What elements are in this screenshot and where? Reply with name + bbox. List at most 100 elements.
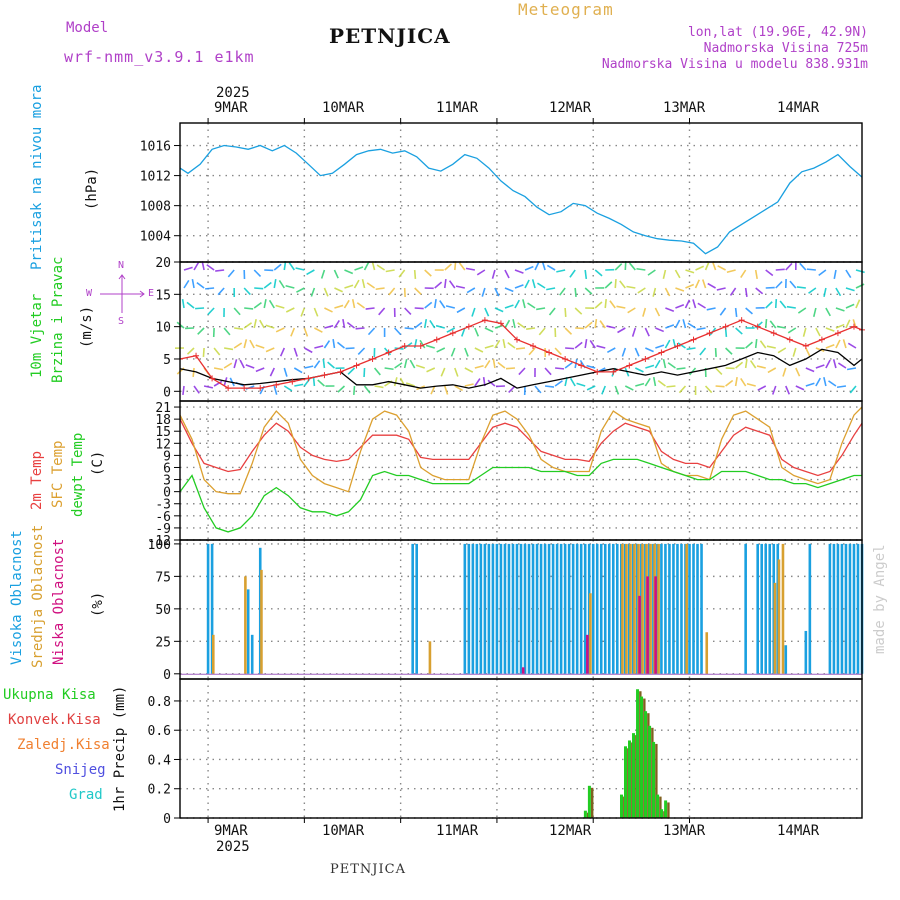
wind-arrow: [243, 339, 248, 349]
wind-arrow: [484, 344, 494, 349]
cloud_cover-bar: [660, 543, 663, 674]
wind-arrow: [676, 367, 686, 370]
wind-arrow: [541, 261, 546, 271]
temperature-series-line: [179, 458, 862, 533]
cloud_cover-bar: [856, 543, 860, 674]
cloud_cover-bar: [511, 543, 515, 674]
pressure-y-tick-label: 1012: [140, 170, 171, 185]
wind-arrow: [522, 299, 526, 309]
cloud_cover-bar: [559, 543, 563, 674]
wind-arrow: [343, 299, 350, 309]
wind-arrow: [346, 321, 355, 329]
wind-y-tick-label: 20: [155, 256, 171, 271]
cloud_cover-bar: [487, 543, 491, 674]
cloud_cover-bar: [696, 543, 699, 674]
wind-arrow: [353, 385, 356, 396]
wind-arrow: [599, 320, 606, 329]
wind-arrow: [675, 287, 685, 292]
cloud_cover-bar: [260, 569, 263, 674]
wind-arrow: [715, 385, 725, 388]
wind-arrow: [686, 347, 696, 351]
wind-arrow: [526, 327, 536, 330]
wind-arrow: [278, 280, 285, 289]
bottom-day-11mar: 11MAR: [436, 823, 479, 839]
wind-arrow: [711, 261, 717, 271]
cloud_cover-bar: [773, 582, 777, 674]
wind-arrow: [626, 285, 636, 289]
wind-arrow: [514, 284, 524, 289]
wind-arrow: [376, 264, 386, 271]
wind-arrow: [765, 301, 773, 309]
wind-arrow: [337, 385, 346, 393]
wind-arrow: [444, 263, 453, 271]
wind-arrow: [273, 385, 278, 395]
wind-arrow: [265, 347, 275, 353]
wind-arrow: [255, 367, 265, 373]
wind-arrow: [837, 362, 847, 369]
wind-arrow: [196, 281, 205, 289]
wind-arrow: [845, 287, 855, 292]
pressure-y-tick-label: 1008: [140, 200, 171, 215]
wind-arrow: [333, 319, 340, 329]
top-day-9mar: 9MAR: [214, 100, 248, 116]
gust-point: [385, 349, 392, 356]
wind-arrow: [576, 382, 586, 387]
wind-arrow: [785, 262, 793, 271]
wind-arrow: [224, 347, 234, 351]
wind-arrow: [213, 347, 221, 356]
bottom-day-9mar: 9MAR: [214, 823, 248, 839]
wind-arrow: [233, 359, 238, 369]
wind-arrow: [409, 359, 416, 369]
gust-point: [209, 375, 216, 382]
precipitation-bar: [648, 725, 652, 818]
cloud_cover-bar: [768, 543, 772, 674]
wind-arrow: [642, 307, 647, 317]
pressure-y-tick-label: 1016: [140, 140, 171, 155]
cloud_cover-bar: [543, 543, 547, 674]
cloud_cover-bar: [641, 543, 644, 674]
wind-arrow: [435, 324, 445, 329]
cloud_cover-bar: [499, 543, 503, 674]
gust-point: [449, 330, 456, 337]
cloud_cover-bar: [840, 543, 844, 674]
wind-arrow: [245, 364, 255, 369]
wind-arrow: [404, 327, 414, 330]
gust-point: [337, 368, 344, 375]
wind-arrow: [223, 327, 231, 336]
wind-arrow: [799, 262, 807, 271]
wind-arrow: [357, 347, 366, 356]
compass-e: E: [148, 288, 155, 299]
wind-arrow: [855, 283, 865, 289]
wind-arrow: [394, 362, 403, 369]
wind-arrow: [775, 268, 785, 271]
cloud_cover-bar: [491, 543, 495, 674]
wind-arrow: [754, 269, 758, 280]
wind-arrow: [524, 265, 534, 271]
legend-freezing-rain: Zaledj.Kisa: [17, 737, 110, 753]
gust-point: [465, 323, 472, 330]
wind-arrow: [569, 269, 576, 278]
wind-arrow: [654, 307, 661, 317]
wind-arrow: [534, 385, 542, 394]
wind-arrow: [419, 339, 426, 349]
precipitation-panel-frame: [179, 678, 863, 819]
wind-arrow: [433, 298, 437, 309]
wind-arrow: [845, 303, 855, 309]
wind-arrow: [273, 278, 277, 289]
wind-arrow: [538, 327, 546, 336]
precipitation-bar: [624, 746, 628, 818]
precipitation-y-tick-label: 0: [163, 812, 171, 827]
wind-arrow: [227, 269, 235, 278]
wind-arrow: [699, 347, 707, 356]
precip-bar-shadow: [591, 787, 594, 818]
model-label: Model: [66, 20, 109, 36]
wind-arrow: [628, 262, 636, 271]
wind-arrow: [384, 367, 394, 371]
wind-arrow: [609, 300, 616, 309]
wind-arrow: [456, 307, 466, 314]
wind-arrow: [815, 377, 821, 387]
cloud_cover-bar: [705, 632, 709, 674]
wind-arrow: [388, 287, 396, 296]
wind-arrow: [239, 359, 245, 369]
